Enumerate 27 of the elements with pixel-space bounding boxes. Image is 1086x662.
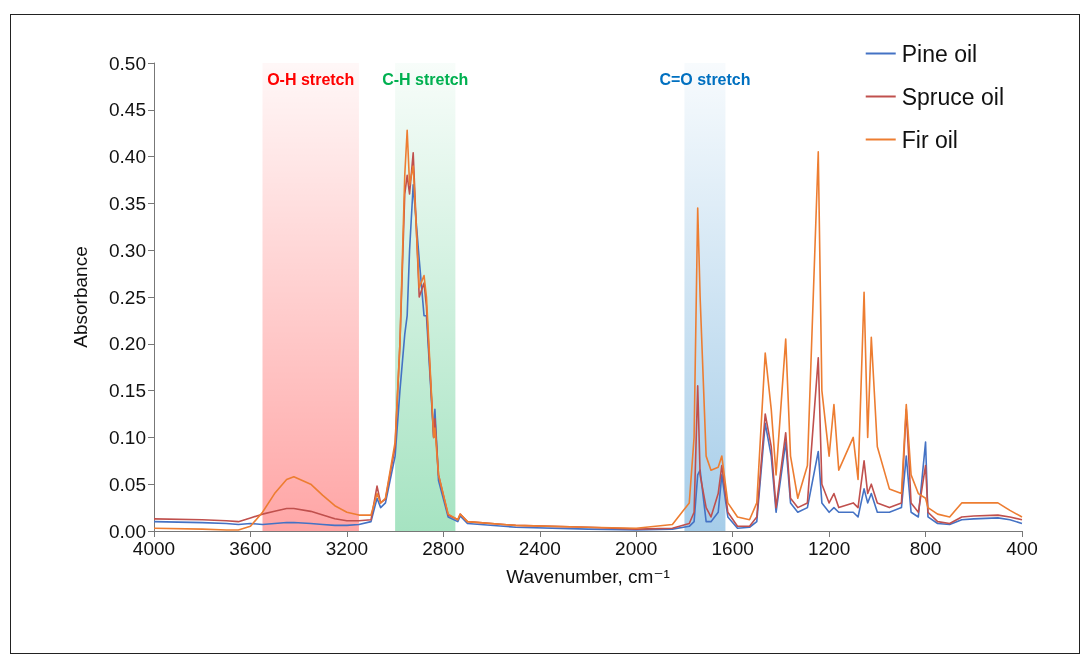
y-tick-label: 0.30 <box>109 239 146 261</box>
x-tick-label: 1200 <box>807 538 851 559</box>
x-tick-label: 800 <box>909 538 942 559</box>
y-tick-label: 0.10 <box>109 426 146 448</box>
band-label: C-H stretch <box>382 70 469 88</box>
y-axis-title: Absorbance <box>70 246 91 348</box>
x-tick-label: 2800 <box>422 538 465 559</box>
x-axis-title: Wavenumber, cm⁻¹ <box>506 566 670 587</box>
y-tick-label: 0.05 <box>109 473 146 495</box>
y-tick-label: 0.25 <box>109 286 146 308</box>
y-tick-label: 0.45 <box>109 99 146 121</box>
legend-label: Pine oil <box>901 40 978 67</box>
y-tick-label: 0.15 <box>109 380 146 402</box>
y-tick-label: 0.20 <box>109 333 146 355</box>
band-label: C=O stretch <box>659 70 751 88</box>
y-tick-label: 0.50 <box>109 52 146 74</box>
legend-label: Fir oil <box>901 126 958 153</box>
legend-label: Spruce oil <box>901 83 1005 110</box>
x-tick-label: 3200 <box>325 538 369 559</box>
x-tick-label: 2400 <box>518 538 561 559</box>
x-tick-label: 3600 <box>229 538 272 559</box>
y-tick-label: 0.40 <box>109 146 146 168</box>
x-tick-label: 400 <box>1006 538 1038 559</box>
x-tick-label: 2000 <box>615 538 658 559</box>
y-tick-label: 0.35 <box>109 192 146 214</box>
x-tick-label: 1600 <box>711 538 754 559</box>
band-label: O-H stretch <box>267 70 355 88</box>
